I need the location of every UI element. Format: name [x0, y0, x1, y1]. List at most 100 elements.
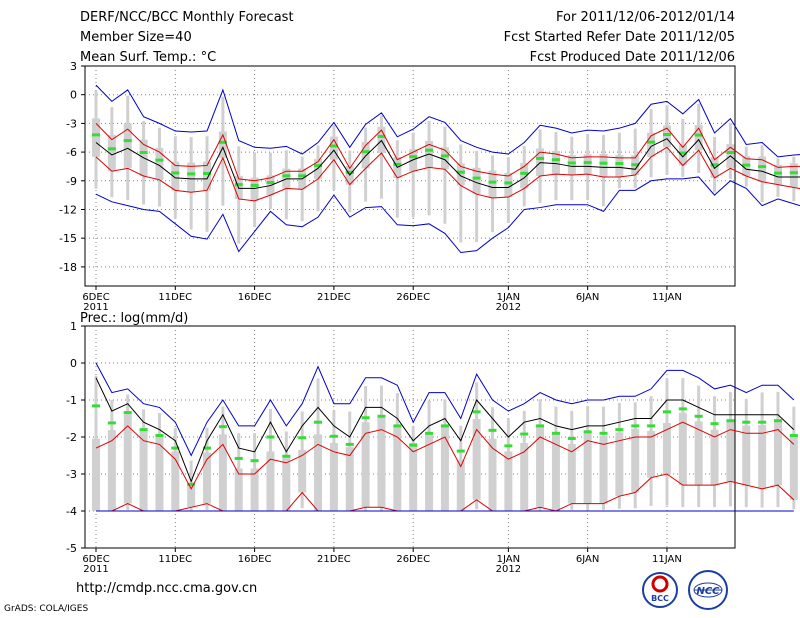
ensemble-box	[472, 419, 481, 500]
ensemble-box	[694, 124, 703, 151]
y-tick-label: -12	[59, 203, 77, 216]
y-tick-label: -5	[66, 542, 77, 555]
ensemble-box	[456, 459, 465, 511]
ensemble-box	[583, 431, 592, 504]
x-tick-label: 1JAN	[497, 292, 520, 303]
series-line-min	[95, 176, 800, 254]
ensemble-box	[250, 468, 259, 511]
ensemble-box	[234, 468, 243, 511]
grads-credit: GrADS: COLA/IGES	[4, 604, 89, 614]
produced-date: Fcst Produced Date 2011/12/06	[529, 50, 735, 65]
ensemble-box	[218, 131, 227, 158]
ensemble-box	[393, 425, 402, 511]
ensemble-box	[647, 132, 656, 157]
ensemble-box	[456, 163, 465, 186]
ensemble-box	[203, 452, 212, 504]
ensemble-box	[631, 428, 640, 493]
ensemble-box	[758, 156, 767, 182]
x-tick-label: 1JAN	[497, 554, 520, 565]
temperature-panel: 3 0 -3 -6 -9 -12 -15 -18 6DEC 11DEC 16DEC 21DEC 26DE…	[59, 60, 800, 313]
header-right: For 2011/12/06-2012/01/14 Fcst Started R…	[504, 8, 735, 68]
ensemble-box	[742, 425, 751, 486]
refer-date: Fcst Started Refer Date 2011/12/05	[503, 30, 735, 45]
ensemble-box	[551, 434, 560, 511]
ensemble-box	[409, 442, 418, 511]
bcc-logo: BCC	[642, 572, 678, 608]
y-tick-label: -15	[59, 232, 77, 245]
ensemble-box	[520, 163, 529, 189]
year-label: 2012	[496, 302, 521, 313]
x-tick-label: 11DEC	[158, 292, 192, 303]
ensemble-box	[488, 438, 497, 511]
y-tick-label: -9	[66, 175, 77, 188]
ensemble-box	[520, 442, 529, 511]
year-label: 2012	[496, 564, 521, 575]
footer-url[interactable]: http://cmdp.ncc.cma.gov.cn	[76, 581, 258, 596]
ensemble-box	[615, 154, 624, 177]
ensemble-box	[298, 449, 307, 493]
ensemble-box	[139, 430, 148, 511]
variable-label: Mean Surf. Temp.: °C	[80, 50, 217, 65]
ensemble-box	[425, 434, 434, 511]
year-label: 2011	[83, 302, 108, 313]
ensemble-box	[488, 170, 497, 198]
x-tick-label: 6DEC	[82, 554, 109, 565]
y-tick-label: 0	[70, 357, 77, 370]
header-left: DERF/NCC/BCC Monthly Forecast Member Siz…	[80, 8, 294, 68]
ensemble-box	[789, 436, 798, 500]
ensemble-box	[377, 126, 386, 154]
x-tick-label: 26DEC	[396, 292, 430, 303]
ensemble-box	[377, 417, 386, 508]
series-line-lower	[95, 146, 800, 202]
ensemble-box	[726, 421, 735, 482]
series-line-upper	[95, 123, 800, 182]
plot-frame	[84, 65, 736, 287]
member-size: Member Size=40	[80, 30, 192, 45]
ensemble-box	[504, 172, 513, 198]
ensemble-box	[155, 434, 164, 511]
ncc-logo: NCC	[688, 570, 728, 610]
ensemble-box	[440, 425, 449, 511]
ensemble-box	[361, 141, 370, 169]
ensemble-box	[662, 422, 671, 474]
logos: BCC NCC	[642, 570, 728, 610]
ensemble-box	[789, 163, 798, 188]
ensemble-box	[773, 164, 782, 185]
ensemble-box	[282, 455, 291, 511]
ensemble-box	[773, 421, 782, 486]
ensemble-box	[123, 414, 132, 504]
ensemble-box	[551, 150, 560, 175]
series-line-max	[95, 84, 800, 158]
x-tick-label: 11JAN	[652, 292, 682, 303]
x-tick-label: 21DEC	[317, 554, 351, 565]
x-tick-label: 6JAN	[576, 554, 599, 565]
ensemble-box	[92, 118, 100, 157]
y-tick-label: -18	[59, 261, 77, 274]
x-tick-label: 6JAN	[576, 292, 599, 303]
ensemble-box	[171, 161, 180, 191]
y-tick-label: 0	[70, 89, 77, 102]
ensemble-box	[440, 147, 449, 170]
x-tick-label: 16DEC	[238, 292, 272, 303]
ensemble-box	[155, 147, 164, 180]
ensemble-box	[187, 486, 196, 508]
ensemble-box	[583, 154, 592, 175]
year-label: 2011	[83, 564, 108, 575]
x-tick-label: 11DEC	[158, 554, 192, 565]
ensemble-box	[694, 421, 703, 486]
x-tick-label: 21DEC	[317, 292, 351, 303]
ensemble-box	[710, 429, 719, 486]
ensemble-box	[92, 438, 100, 511]
ensemble-box	[678, 412, 687, 486]
y-tick-label: 1	[70, 320, 77, 333]
ensemble-box	[345, 447, 354, 511]
ensemble-box	[615, 432, 624, 497]
y-tick-label: 3	[70, 60, 77, 73]
y-tick-label: -3	[66, 468, 77, 481]
ensemble-box	[203, 161, 212, 191]
bcc-logo-text: BCC	[651, 594, 669, 603]
ensemble-box	[266, 451, 275, 511]
ensemble-box	[567, 155, 576, 176]
ncc-logo-text: NCC	[696, 586, 720, 597]
